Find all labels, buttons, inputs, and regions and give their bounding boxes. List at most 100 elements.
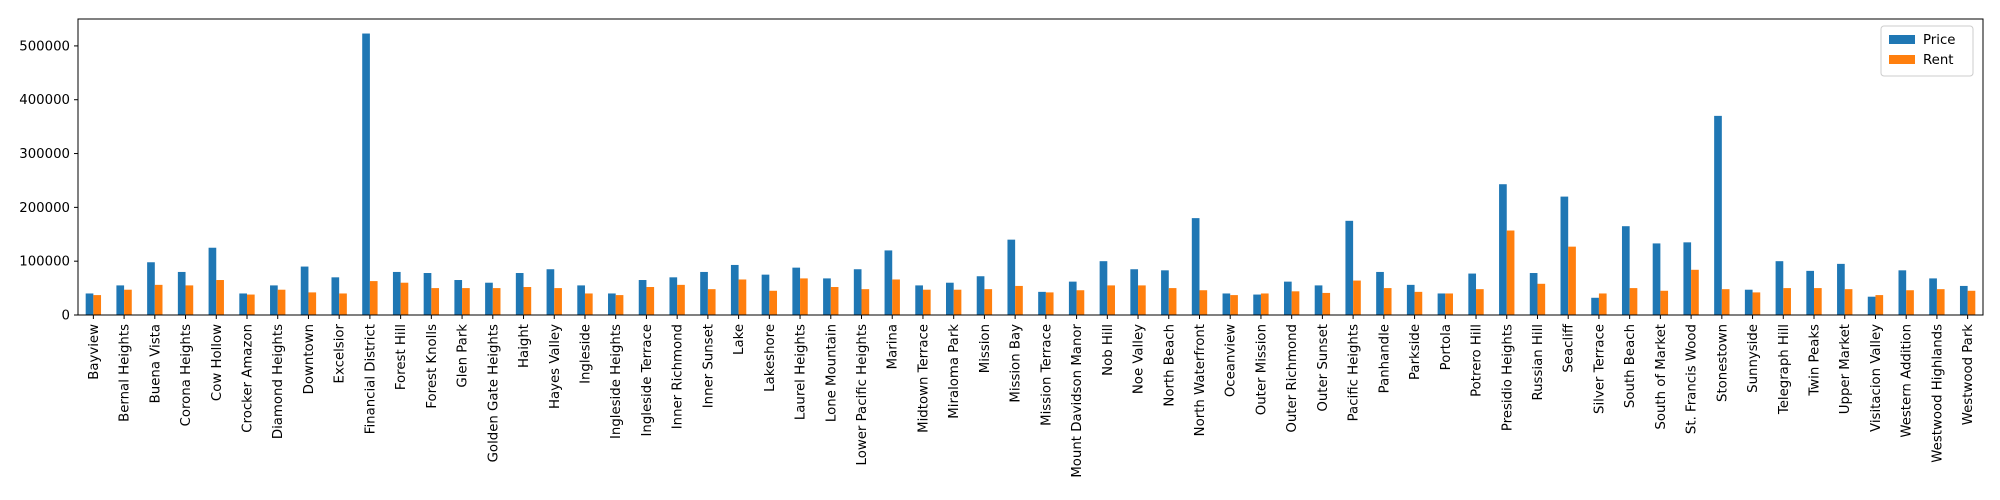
x-tick-label: Pacific Heights <box>1347 324 1362 421</box>
bar-price-pacific-heights <box>1345 220 1354 315</box>
x-tick-label: Nob Hill <box>1101 324 1116 376</box>
bar-price-south-beach <box>1621 226 1630 315</box>
x-tick-label: Lower Pacific Heights <box>855 324 870 466</box>
bar-price-upper-market <box>1837 263 1845 315</box>
bar-rent-sunnyside <box>1752 292 1761 315</box>
y-tick-label: 300000 <box>19 147 70 162</box>
bar-price-lone-mountain <box>823 278 831 315</box>
x-tick-label: Western Addition <box>1900 324 1915 438</box>
bar-rent-haight <box>523 287 532 315</box>
x-tick-label: Ingleside Heights <box>609 324 624 439</box>
bar-price-panhandle <box>1376 271 1384 315</box>
bar-rent-miraloma-park <box>953 289 962 315</box>
bar-rent-outer-sunset <box>1322 292 1331 315</box>
bar-rent-north-waterfront <box>1199 290 1208 315</box>
x-tick-label: Haight <box>517 324 532 368</box>
x-tick-label: Hayes Valley <box>548 324 563 409</box>
x-tick-label: Sunnyside <box>1746 324 1761 393</box>
bar-price-russian-hill <box>1529 273 1538 315</box>
bar-price-outer-richmond <box>1283 281 1292 315</box>
bar-rent-diamond-heights <box>277 289 286 315</box>
bar-rent-westwood-highlands <box>1936 289 1945 315</box>
x-tick-label: Excelsior <box>333 323 348 383</box>
bars-group <box>85 33 1976 316</box>
bar-price-lakeshore <box>761 274 770 315</box>
bar-price-ingleside <box>577 285 585 315</box>
x-tick-label: Telegraph Hill <box>1777 324 1792 415</box>
bar-price-westwood-park <box>1959 285 1968 315</box>
bar-rent-south-beach <box>1629 288 1638 315</box>
legend-swatch-price <box>1889 35 1915 44</box>
bar-price-lower-pacific-heights <box>853 269 862 315</box>
legend-swatch-rent <box>1889 55 1915 64</box>
bar-rent-crocker-amazon <box>246 294 255 315</box>
bar-price-laurel-heights <box>792 267 801 315</box>
bar-price-telegraph-hill <box>1775 261 1784 315</box>
x-tick-label: Outer Richmond <box>1285 324 1300 433</box>
x-tick-label: Mount Davidson Manor <box>1070 323 1085 477</box>
bar-price-marina <box>884 250 893 315</box>
bar-price-crocker-amazon <box>239 293 247 315</box>
bar-rent-lower-pacific-heights <box>861 289 870 315</box>
bar-rent-bernal-heights <box>124 289 132 315</box>
x-tick-label: Visitacion Valley <box>1869 324 1884 432</box>
bar-price-outer-mission <box>1253 294 1261 315</box>
bar-price-downtown <box>300 266 309 315</box>
x-tick-label: Inner Sunset <box>701 324 716 408</box>
bar-rent-inner-richmond <box>677 284 685 315</box>
bar-rent-south-of-market <box>1660 290 1669 315</box>
x-tick-label: Twin Peaks <box>1808 324 1823 397</box>
x-tick-label: Mission Terrace <box>1039 324 1054 426</box>
y-tick-label: 400000 <box>19 93 70 108</box>
x-tick-label: Oceanview <box>1224 324 1239 397</box>
bar-rent-golden-gate-heights <box>492 288 501 315</box>
bar-rent-forest-hill <box>400 282 409 315</box>
x-tick-label: Bernal Heights <box>118 324 133 422</box>
bar-price-cow-hollow <box>208 247 217 315</box>
bar-price-excelsior <box>331 277 340 315</box>
bar-rent-stonestown <box>1721 289 1730 315</box>
bar-rent-presidio-heights <box>1506 230 1515 315</box>
bar-rent-pacific-heights <box>1353 280 1361 315</box>
bar-rent-st-francis-wood <box>1691 269 1699 315</box>
x-tick-label: Bayview <box>87 324 102 380</box>
bar-price-diamond-heights <box>270 285 278 315</box>
bar-rent-glen-park <box>462 288 470 315</box>
bar-price-bernal-heights <box>116 285 125 315</box>
bar-rent-downtown <box>308 292 317 315</box>
bar-rent-midtown-terrace <box>922 289 931 315</box>
x-tick-label: Lakeshore <box>763 324 778 392</box>
x-tick-label: Portola <box>1439 324 1454 370</box>
bar-price-lake <box>730 264 739 315</box>
bar-rent-mission-bay <box>1015 285 1023 315</box>
bar-rent-nob-hill <box>1107 285 1115 315</box>
bar-price-oceanview <box>1222 293 1231 315</box>
bar-price-noe-valley <box>1130 269 1139 315</box>
bar-rent-ingleside <box>584 293 593 315</box>
bar-price-bayview <box>85 293 94 315</box>
x-tick-label: Lake <box>732 324 747 355</box>
bar-price-forest-knolls <box>423 273 432 315</box>
x-tick-label: South of Market <box>1654 324 1669 430</box>
bar-price-haight <box>515 273 524 315</box>
bar-price-nob-hill <box>1099 261 1108 315</box>
bar-price-corona-heights <box>177 271 186 315</box>
bar-rent-parkside <box>1414 291 1423 315</box>
bar-price-twin-peaks <box>1806 270 1815 315</box>
bar-price-mount-davidson-manor <box>1068 281 1077 315</box>
bar-price-potrero-hill <box>1468 273 1477 315</box>
bar-rent-marina <box>892 279 900 315</box>
y-axis: 0 100000 200000 300000 400000 500000 <box>19 39 78 324</box>
bar-price-inner-sunset <box>700 271 708 315</box>
bar-price-st-francis-wood <box>1683 242 1692 315</box>
x-tick-label: Outer Sunset <box>1316 324 1331 412</box>
x-tick-label: Glen Park <box>456 324 471 388</box>
bar-rent-portola <box>1445 293 1453 315</box>
bar-rent-ingleside-terrace <box>646 287 655 315</box>
x-tick-label: Corona Heights <box>179 324 194 426</box>
x-tick-label: Laurel Heights <box>794 324 809 420</box>
bar-price-south-of-market <box>1652 243 1661 315</box>
bar-rent-excelsior <box>339 293 347 315</box>
plot-frame <box>77 18 1984 316</box>
